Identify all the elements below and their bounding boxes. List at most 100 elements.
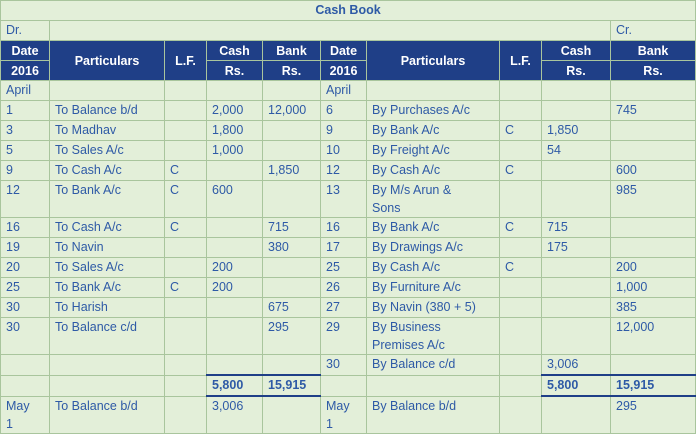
cell-text-line2: 1: [6, 416, 13, 431]
cell-text: 13: [326, 183, 340, 197]
cell-cash-cr: 54: [541, 140, 611, 161]
cell-text: 1,850: [547, 123, 579, 137]
empty-cell: [541, 80, 611, 101]
cell-text: 19: [6, 240, 20, 254]
dr-cr-row: Dr. Cr.: [0, 20, 697, 41]
cell-cash-cr: 1,850: [541, 120, 611, 141]
cell-bank-dr: [262, 120, 321, 141]
header-particulars-cr: Particulars: [366, 40, 500, 81]
cell-bank-dr: 715: [262, 217, 321, 238]
cell-date-dr: 5: [0, 140, 50, 161]
cell-text: 1: [6, 103, 13, 117]
cell-lf-dr: C: [164, 180, 207, 218]
totals-row: 5,800 15,915 5,800 15,915: [0, 374, 697, 397]
cell-date-dr: 20: [0, 257, 50, 278]
cell-text: 175: [547, 240, 568, 254]
cell-date-dr: 30: [0, 317, 50, 355]
total-lf-cr: [499, 374, 542, 397]
cell-particulars-cr: By Balance b/d: [366, 395, 500, 434]
cell-bank-dr: 12,000: [262, 100, 321, 121]
ledger-row: 30 To Balance c/d 295 29 By Business Premises…: [0, 317, 697, 355]
cell-text: 10: [326, 143, 340, 157]
cell-bank-dr: 675: [262, 297, 321, 318]
cell-text: 600: [616, 163, 637, 177]
cell-bank-cr: 745: [609, 100, 697, 121]
cell-particulars-dr: To Navin: [49, 237, 165, 258]
cell-lf-dr: [164, 237, 207, 258]
cell-text: 25: [326, 260, 340, 274]
cell-bank-dr: 1,850: [262, 160, 321, 181]
cell-text: To Navin: [55, 240, 104, 254]
cell-text: C: [505, 123, 515, 137]
cell-text-line2: 1: [326, 416, 333, 431]
cell-text: 12: [326, 163, 340, 177]
cell-text: To Cash A/c: [55, 220, 122, 234]
cell-particulars-dr: To Cash A/c: [49, 160, 165, 181]
cell-text: 16: [6, 220, 20, 234]
cell-date-dr: 3: [0, 120, 50, 141]
cell-lf-cr: [499, 100, 542, 121]
cell-text: By Cash A/c: [372, 163, 441, 177]
cell-text: 1,800: [212, 123, 244, 137]
cell-text: 675: [268, 300, 289, 314]
cell-cash-cr: 715: [541, 217, 611, 238]
cell-cash-dr: 200: [206, 277, 263, 298]
cell-text: By Navin (380 + 5): [372, 300, 476, 314]
cell-text: To Bank A/c: [55, 280, 122, 294]
cell-text: By Bank A/c: [372, 123, 440, 137]
cell-bank-cr: [609, 120, 697, 141]
cell-cash-dr: [206, 317, 263, 355]
total-cash-dr: 5,800: [206, 374, 263, 397]
month-cr: April: [320, 80, 367, 101]
cell-text: To Balance c/d: [55, 320, 137, 334]
cell-text: By M/s Arun &: [372, 183, 452, 197]
cell-lf-cr: [499, 297, 542, 318]
cell-text: 30: [6, 300, 20, 314]
cell-lf-cr: [499, 180, 542, 218]
cell-bank-dr: [262, 395, 321, 434]
cell-bank-dr: [262, 180, 321, 218]
cell-date-dr: 16: [0, 217, 50, 238]
cell-cash-dr: [206, 297, 263, 318]
cell-bank-cr: [609, 140, 697, 161]
cell-text: 1,000: [212, 143, 244, 157]
cell-lf-dr: [164, 140, 207, 161]
cell-text: 17: [326, 240, 340, 254]
cell-text: 29: [326, 320, 340, 334]
cell-cash-dr: [206, 160, 263, 181]
header-date-dr: Date: [0, 40, 50, 61]
cell-text: 295: [268, 320, 289, 334]
cell-lf-dr: C: [164, 160, 207, 181]
cell-bank-dr: [262, 354, 321, 376]
cell-text: 715: [268, 220, 289, 234]
cell-text: By Furniture A/c: [372, 280, 461, 294]
cell-text: 3,006: [212, 399, 244, 413]
cell-text: 16: [326, 220, 340, 234]
cell-cash-dr: 1,000: [206, 140, 263, 161]
cell-text: To Bank A/c: [55, 183, 122, 197]
cell-cash-cr: [541, 257, 611, 278]
cell-particulars-cr: By Balance c/d: [366, 354, 500, 376]
cell-text: 295: [616, 399, 637, 413]
cell-text: May: [6, 398, 30, 413]
ledger-row: 30 By Balance c/d 3,006: [0, 354, 697, 376]
cell-text: 26: [326, 280, 340, 294]
cell-bank-dr: [262, 257, 321, 278]
ledger-row: 30 To Harish 675 27 By Navin (380 + 5) 385: [0, 297, 697, 318]
cell-text: C: [505, 260, 515, 274]
cell-text: May: [326, 398, 350, 413]
ledger-row: 20 To Sales A/c 200 25 By Cash A/c C 200: [0, 257, 697, 278]
cell-date-dr: May 1: [0, 395, 50, 434]
title-row: Cash Book: [0, 0, 697, 21]
total-particulars-dr: [49, 374, 165, 397]
cell-text: 715: [547, 220, 568, 234]
cell-text: 9: [6, 163, 13, 177]
empty-cell: [609, 80, 697, 101]
header-rs-bank-dr: Rs.: [262, 60, 321, 81]
ledger-row: 3 To Madhav 1,800 9 By Bank A/c C 1,850: [0, 120, 697, 141]
ledger-row: 19 To Navin 380 17 By Drawings A/c 175: [0, 237, 697, 258]
cell-particulars-dr: To Cash A/c: [49, 217, 165, 238]
cell-text: 12: [6, 183, 20, 197]
total-date-cr: [320, 374, 367, 397]
